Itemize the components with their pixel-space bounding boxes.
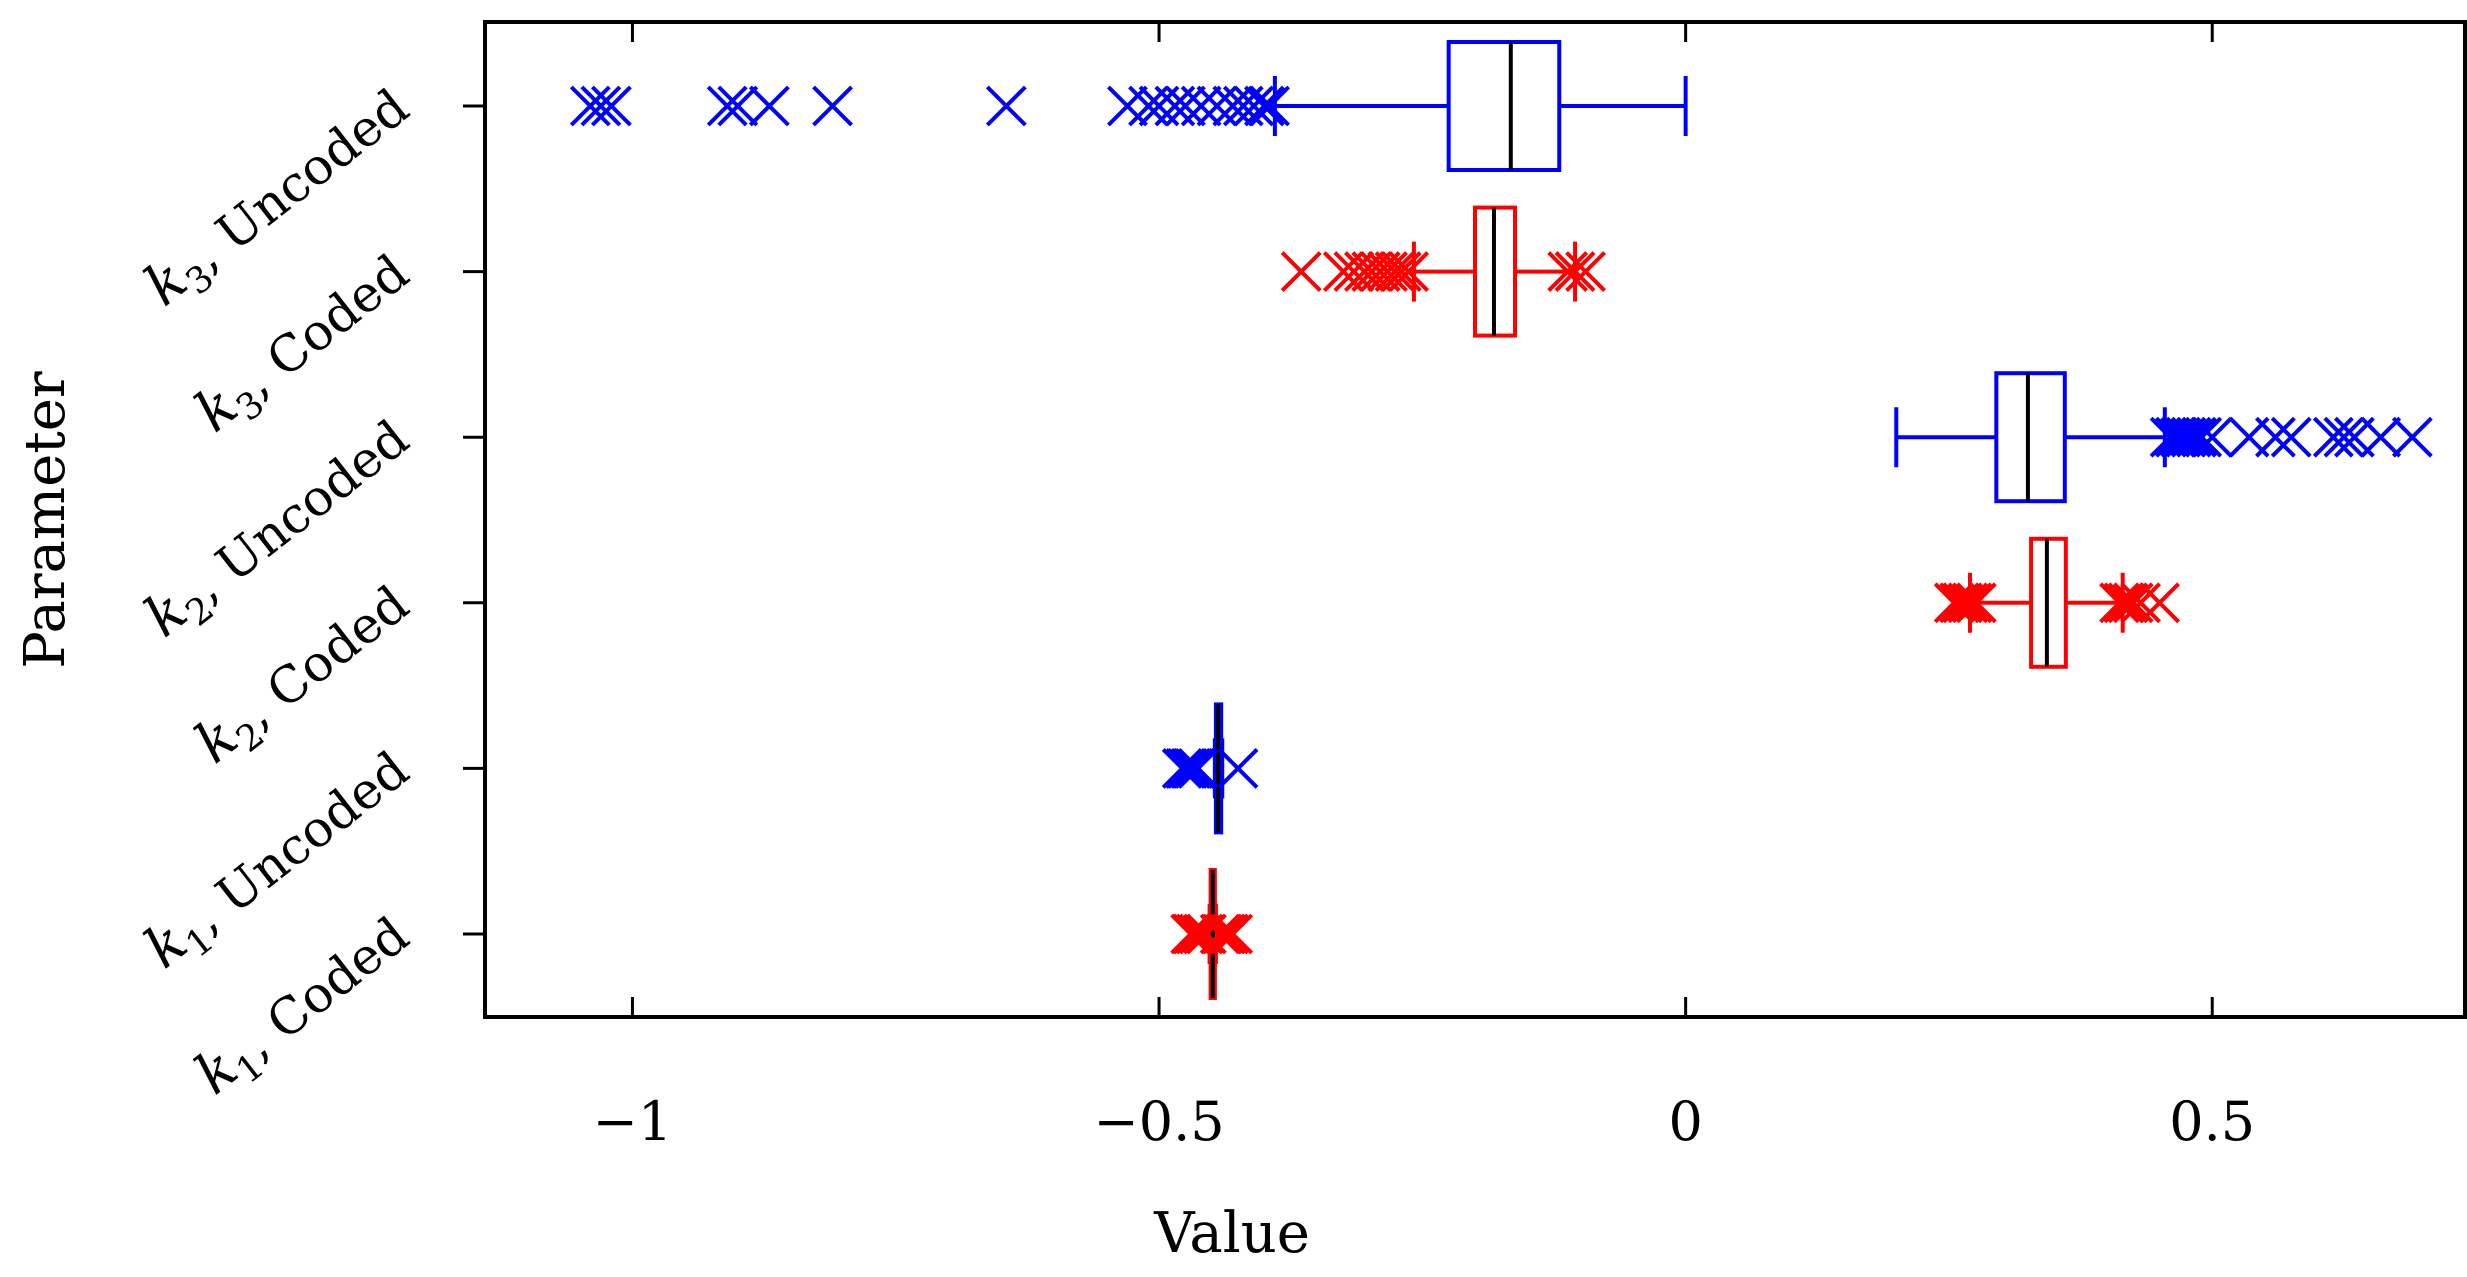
outlier-point — [1951, 582, 1993, 624]
box-iqr — [1994, 371, 2067, 504]
outlier-point — [1565, 251, 1607, 293]
outlier-point — [1388, 251, 1430, 293]
outlier-point — [1161, 747, 1203, 789]
x-tick-label: 0.5 — [2169, 1090, 2255, 1153]
outlier-point — [1249, 85, 1291, 127]
outlier-point — [1212, 85, 1254, 127]
outlier-point — [2312, 416, 2354, 458]
outlier-point — [1217, 747, 1259, 789]
outlier-point — [1180, 85, 1222, 127]
outlier-point — [2103, 582, 2145, 624]
boxplot-group — [1933, 536, 2180, 669]
boxplot-group — [1161, 702, 1259, 835]
outlier-point — [2391, 416, 2433, 458]
outlier-point — [1933, 582, 1975, 624]
outlier-point — [1243, 85, 1285, 127]
outlier-point — [1942, 582, 1984, 624]
x-tick-label: 0 — [1668, 1090, 1702, 1153]
outlier-point — [748, 85, 790, 127]
x-axis: −1 −0.5 0 0.5 — [593, 22, 2255, 1153]
outlier-point — [2099, 582, 2140, 624]
outlier-point — [2360, 416, 2402, 458]
x-tick-label: −0.5 — [1093, 1090, 1224, 1153]
plot-marks — [569, 40, 2433, 1000]
outlier-point — [1322, 251, 1364, 293]
outlier-point — [2139, 582, 2180, 624]
outlier-point — [1939, 582, 1980, 624]
outlier-point — [1174, 747, 1216, 789]
outlier-point — [2160, 416, 2202, 458]
outlier-point — [2181, 416, 2223, 458]
outlier-point — [1204, 913, 1246, 955]
outlier-point — [2191, 416, 2233, 458]
outlier-point — [590, 85, 632, 127]
outlier-point — [1380, 251, 1422, 293]
outlier-point — [580, 85, 622, 127]
box-iqr — [1446, 40, 1562, 172]
outlier-point — [1177, 747, 1219, 789]
outlier-point — [2255, 416, 2296, 458]
outlier-point — [1374, 251, 1416, 293]
outlier-point — [706, 85, 748, 127]
outlier-point — [1280, 251, 1322, 293]
outlier-point — [1359, 251, 1401, 293]
outlier-point — [1955, 582, 1997, 624]
boxplot-group — [1280, 205, 1607, 338]
boxplot-group — [1170, 868, 1254, 1000]
outlier-point — [1367, 251, 1409, 293]
outlier-point — [812, 85, 853, 127]
outlier-point — [1547, 251, 1589, 293]
outlier-point — [1233, 85, 1275, 127]
boxplot-group — [569, 40, 1688, 172]
outlier-point — [569, 85, 611, 127]
outlier-point — [2270, 416, 2312, 458]
outlier-point — [1201, 913, 1243, 955]
x-axis-title: Value — [1153, 1201, 1310, 1266]
outlier-point — [2120, 582, 2162, 624]
outlier-point — [1208, 913, 1249, 955]
outlier-point — [2323, 416, 2365, 458]
outlier-point — [2176, 416, 2217, 458]
x-tick-label: −1 — [593, 1090, 673, 1153]
outlier-point — [1167, 747, 1208, 789]
boxplot-group — [1894, 371, 2433, 504]
outlier-point — [1164, 85, 1206, 127]
outlier-point — [1554, 251, 1596, 293]
outlier-point — [985, 85, 1027, 127]
outlier-point — [1212, 913, 1254, 955]
plot-frame — [483, 20, 2467, 1019]
outlier-point — [1107, 85, 1148, 127]
outlier-point — [1947, 582, 1989, 624]
y-axis-title: Parameter — [13, 371, 78, 669]
outlier-point — [717, 85, 759, 127]
outlier-point — [2170, 416, 2212, 458]
outlier-point — [2107, 582, 2149, 624]
